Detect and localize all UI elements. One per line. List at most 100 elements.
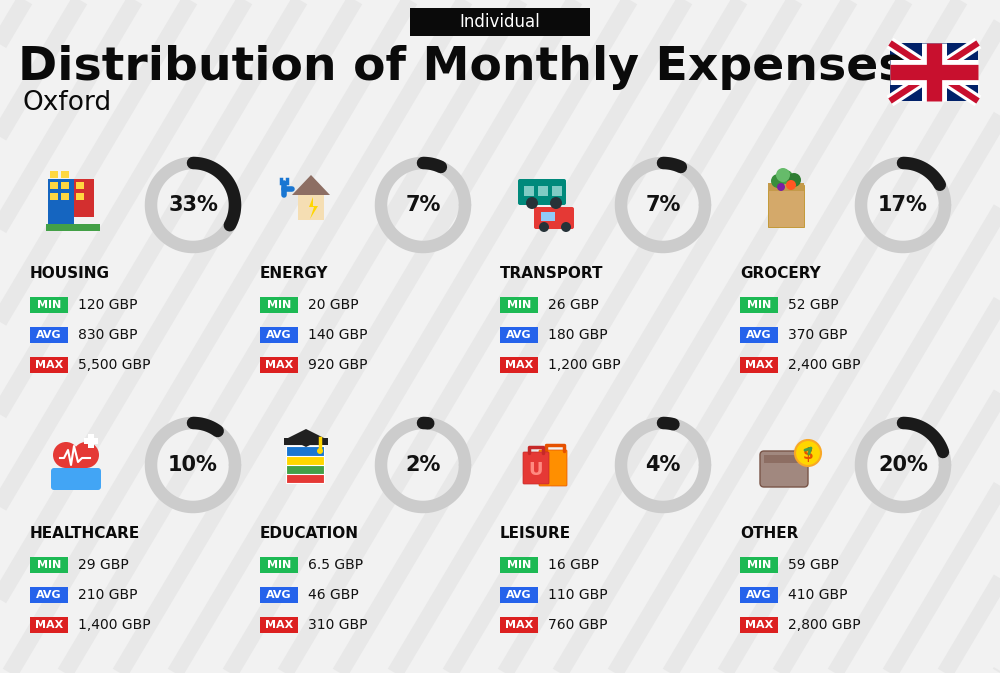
Circle shape xyxy=(776,168,790,182)
FancyBboxPatch shape xyxy=(30,617,68,633)
Text: AVG: AVG xyxy=(746,590,772,600)
Text: 920 GBP: 920 GBP xyxy=(308,358,368,372)
Text: AVG: AVG xyxy=(746,330,772,340)
Text: MIN: MIN xyxy=(267,300,291,310)
Text: MAX: MAX xyxy=(35,620,63,630)
Text: 33%: 33% xyxy=(168,195,218,215)
FancyBboxPatch shape xyxy=(50,171,58,178)
Text: MIN: MIN xyxy=(507,300,531,310)
Text: AVG: AVG xyxy=(266,590,292,600)
FancyBboxPatch shape xyxy=(260,297,298,313)
FancyBboxPatch shape xyxy=(523,452,549,484)
FancyBboxPatch shape xyxy=(260,617,298,633)
FancyBboxPatch shape xyxy=(764,455,804,463)
Text: Individual: Individual xyxy=(460,13,540,31)
FancyBboxPatch shape xyxy=(500,557,538,573)
FancyBboxPatch shape xyxy=(740,327,778,343)
FancyBboxPatch shape xyxy=(30,557,68,573)
Text: MIN: MIN xyxy=(747,300,771,310)
Text: 830 GBP: 830 GBP xyxy=(78,328,138,342)
Text: AVG: AVG xyxy=(506,330,532,340)
FancyBboxPatch shape xyxy=(740,557,778,573)
Text: 46 GBP: 46 GBP xyxy=(308,588,359,602)
Text: 4%: 4% xyxy=(645,455,681,475)
FancyBboxPatch shape xyxy=(890,43,978,101)
FancyBboxPatch shape xyxy=(51,468,101,490)
Text: 17%: 17% xyxy=(878,195,928,215)
Text: 16 GBP: 16 GBP xyxy=(548,558,599,572)
FancyBboxPatch shape xyxy=(61,193,69,200)
Circle shape xyxy=(526,197,538,209)
FancyBboxPatch shape xyxy=(76,182,84,189)
Polygon shape xyxy=(768,185,804,227)
FancyBboxPatch shape xyxy=(260,357,298,373)
FancyBboxPatch shape xyxy=(46,224,100,231)
Circle shape xyxy=(786,180,796,190)
FancyBboxPatch shape xyxy=(534,207,574,229)
Text: MAX: MAX xyxy=(265,620,293,630)
Polygon shape xyxy=(309,197,318,219)
FancyBboxPatch shape xyxy=(286,446,324,456)
Text: MAX: MAX xyxy=(265,360,293,370)
Text: MAX: MAX xyxy=(745,360,773,370)
FancyBboxPatch shape xyxy=(500,327,538,343)
Circle shape xyxy=(539,222,549,232)
Text: MAX: MAX xyxy=(505,620,533,630)
Text: $: $ xyxy=(803,446,813,462)
Polygon shape xyxy=(292,175,330,195)
Text: 1,200 GBP: 1,200 GBP xyxy=(548,358,621,372)
Text: 370 GBP: 370 GBP xyxy=(788,328,847,342)
FancyBboxPatch shape xyxy=(84,438,98,444)
Text: 180 GBP: 180 GBP xyxy=(548,328,608,342)
Text: HEALTHCARE: HEALTHCARE xyxy=(30,526,140,540)
FancyBboxPatch shape xyxy=(61,171,69,178)
Text: MAX: MAX xyxy=(745,620,773,630)
Circle shape xyxy=(787,173,801,187)
Circle shape xyxy=(73,442,99,468)
Text: 10%: 10% xyxy=(168,455,218,475)
Text: 2,800 GBP: 2,800 GBP xyxy=(788,618,861,632)
Text: U: U xyxy=(529,461,543,479)
FancyBboxPatch shape xyxy=(552,186,562,196)
FancyBboxPatch shape xyxy=(760,451,808,487)
FancyBboxPatch shape xyxy=(61,182,69,189)
Circle shape xyxy=(777,183,785,191)
Text: 2,400 GBP: 2,400 GBP xyxy=(788,358,860,372)
FancyBboxPatch shape xyxy=(768,183,804,191)
Text: 2%: 2% xyxy=(405,455,441,475)
Text: 120 GBP: 120 GBP xyxy=(78,298,138,312)
Circle shape xyxy=(795,440,821,466)
Text: MAX: MAX xyxy=(505,360,533,370)
Text: MIN: MIN xyxy=(267,560,291,570)
Text: MAX: MAX xyxy=(35,360,63,370)
Text: 760 GBP: 760 GBP xyxy=(548,618,608,632)
Text: 310 GBP: 310 GBP xyxy=(308,618,368,632)
Text: 20 GBP: 20 GBP xyxy=(308,298,359,312)
Text: OTHER: OTHER xyxy=(740,526,798,540)
FancyBboxPatch shape xyxy=(284,438,328,445)
FancyBboxPatch shape xyxy=(500,297,538,313)
Text: ENERGY: ENERGY xyxy=(260,266,328,281)
Circle shape xyxy=(771,174,785,188)
Text: 26 GBP: 26 GBP xyxy=(548,298,599,312)
Text: TRANSPORT: TRANSPORT xyxy=(500,266,604,281)
Circle shape xyxy=(53,442,79,468)
Text: HOUSING: HOUSING xyxy=(30,266,110,281)
Text: 5,500 GBP: 5,500 GBP xyxy=(78,358,150,372)
Text: 410 GBP: 410 GBP xyxy=(788,588,848,602)
FancyBboxPatch shape xyxy=(88,434,94,448)
Text: LEISURE: LEISURE xyxy=(500,526,571,540)
FancyBboxPatch shape xyxy=(518,179,566,205)
Text: EDUCATION: EDUCATION xyxy=(260,526,359,540)
FancyBboxPatch shape xyxy=(286,473,324,483)
Text: AVG: AVG xyxy=(36,330,62,340)
FancyBboxPatch shape xyxy=(50,182,58,189)
Text: GROCERY: GROCERY xyxy=(740,266,821,281)
Circle shape xyxy=(317,448,323,454)
FancyBboxPatch shape xyxy=(50,193,58,200)
Text: AVG: AVG xyxy=(36,590,62,600)
FancyBboxPatch shape xyxy=(76,193,84,200)
Polygon shape xyxy=(298,195,324,220)
Text: 20%: 20% xyxy=(878,455,928,475)
FancyBboxPatch shape xyxy=(740,587,778,603)
